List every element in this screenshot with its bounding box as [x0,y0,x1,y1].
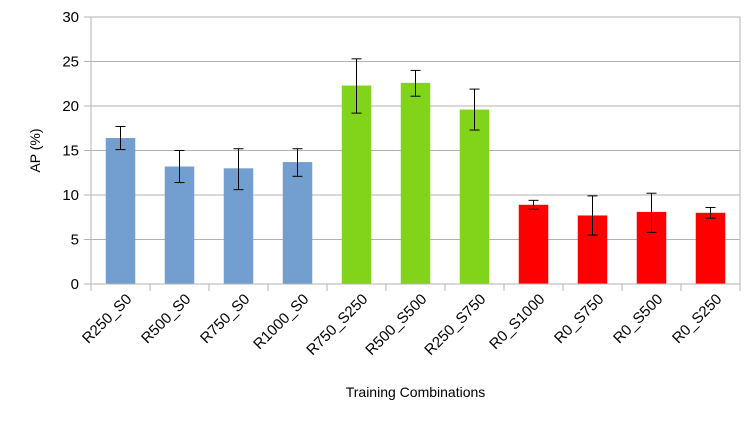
error-bar [233,148,244,191]
bar [400,82,431,284]
y-tick-label: 0 [71,276,79,293]
y-tick-label: 25 [62,54,79,71]
error-bar [410,69,421,97]
error-bar [528,199,539,210]
x-tick-label: R1000_S0 [250,291,312,353]
y-tick-label: 5 [71,232,79,249]
x-tick-label: R750_S0 [197,291,253,347]
bar [459,109,490,284]
plot-frame [90,16,741,285]
y-tick-label: 10 [62,187,79,204]
error-bar [646,192,657,233]
error-bars [115,58,716,236]
error-bar [705,206,716,219]
y-tick-label: 30 [62,9,79,26]
x-tick-label: R0_S250 [669,291,725,347]
x-tick-label: R500_S0 [138,291,194,347]
x-tick-label: R0_S1000 [486,291,548,353]
y-tick-label: 20 [62,98,79,115]
bar [341,85,372,284]
x-tick-label: R250_S750 [421,291,489,359]
x-tick-label: R500_S500 [362,291,430,359]
x-tick-label: R750_S250 [303,291,371,359]
error-bar [292,148,303,177]
error-bar [115,125,126,151]
x-tick-label: R0_S500 [610,291,666,347]
bars [105,82,726,284]
bar [282,162,313,284]
bar [164,166,195,284]
bar [695,212,726,284]
x-tick-label: R0_S750 [551,291,607,347]
bar [105,138,136,284]
x-tick-labels: R250_S0 R500_S0 R750_S0R1000_S0R750_S250R5… [79,291,725,359]
error-bar [351,58,362,114]
error-bar [174,150,185,184]
error-bar [587,195,598,236]
y-tick-labels: 0 5 10 15 20 25 30 [62,9,79,293]
y-tick-label: 15 [62,143,79,160]
x-tick-label: R250_S0 [79,291,135,347]
x-axis-title: Training Combinations [346,384,486,400]
y-axis-title: AP (%) [27,128,43,172]
error-bar [469,88,480,131]
bar [518,204,549,284]
